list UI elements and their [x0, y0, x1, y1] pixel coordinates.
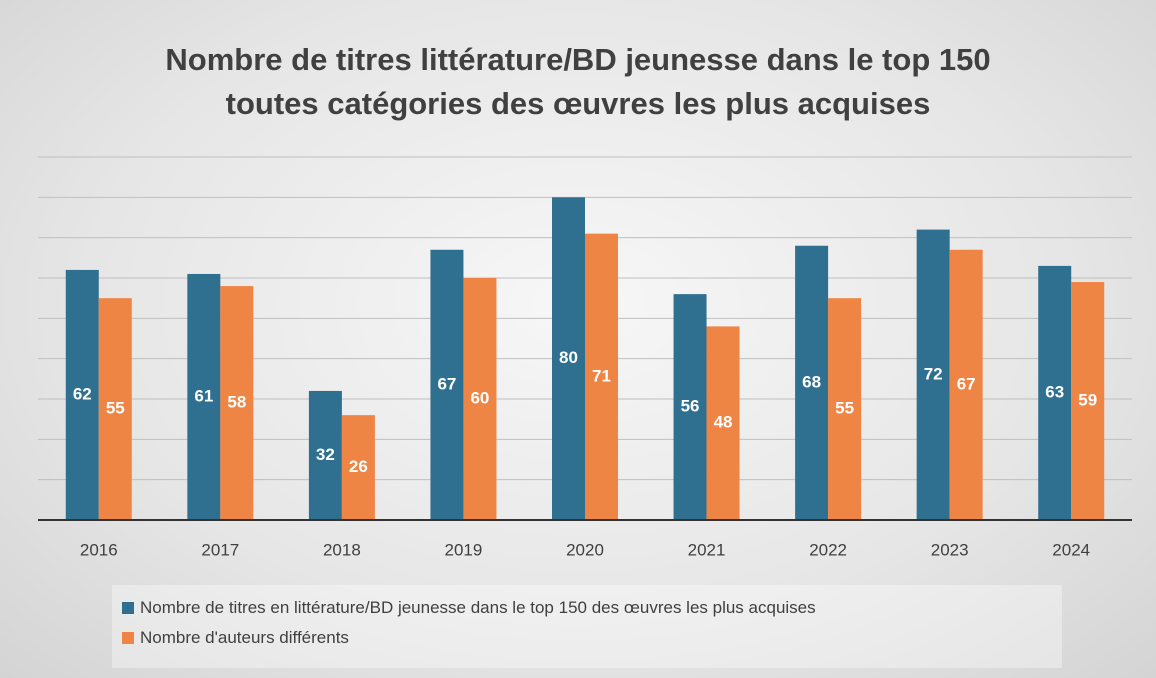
- data-label: 67: [957, 374, 976, 393]
- bar: [341, 415, 375, 520]
- x-tick-label: 2022: [809, 540, 847, 559]
- data-label: 72: [924, 364, 943, 383]
- data-label: 26: [349, 457, 368, 476]
- bar: [187, 273, 221, 520]
- data-label: 59: [1078, 391, 1097, 410]
- chart-title: Nombre de titres littérature/BD jeunesse…: [165, 42, 991, 121]
- bar: [949, 249, 983, 520]
- x-tick-label: 2019: [445, 540, 483, 559]
- bar: [65, 269, 99, 520]
- data-label: 61: [194, 386, 213, 405]
- bar: [585, 233, 618, 520]
- bar: [220, 286, 254, 520]
- bar: [673, 294, 707, 520]
- data-label: 80: [559, 348, 578, 367]
- x-tick-label: 2018: [323, 540, 361, 559]
- data-label: 71: [592, 366, 611, 385]
- bar: [916, 229, 950, 520]
- bar: [795, 245, 829, 520]
- bar: [98, 298, 132, 520]
- x-tick-label: 2017: [201, 540, 239, 559]
- legend-swatch: [122, 632, 134, 644]
- data-label: 56: [681, 397, 700, 416]
- data-label: 55: [835, 399, 854, 418]
- x-tick-label: 2020: [566, 540, 604, 559]
- x-tick-label: 2024: [1052, 540, 1090, 559]
- legend-item: Nombre de titres en littérature/BD jeune…: [122, 593, 1062, 623]
- bar: [706, 326, 740, 520]
- bar: [463, 278, 497, 520]
- bar: [430, 249, 464, 520]
- x-tick-label: 2023: [931, 540, 969, 559]
- data-label: 32: [316, 445, 335, 464]
- bar: [828, 298, 862, 520]
- data-label: 55: [106, 399, 125, 418]
- legend: Nombre de titres en littérature/BD jeune…: [112, 585, 1062, 668]
- legend-label: Nombre de titres en littérature/BD jeune…: [140, 598, 816, 617]
- bar: [1071, 282, 1105, 520]
- data-label: 62: [73, 384, 92, 403]
- x-tick-label: 2016: [80, 540, 118, 559]
- data-label: 67: [437, 374, 456, 393]
- data-label: 58: [227, 393, 246, 412]
- data-label: 68: [802, 372, 821, 391]
- legend-item: Nombre d'auteurs différents: [122, 623, 1062, 653]
- bar: [552, 197, 585, 521]
- data-label: 63: [1045, 382, 1064, 401]
- data-label: 60: [470, 388, 489, 407]
- data-label: 48: [714, 413, 733, 432]
- bar: [308, 390, 342, 520]
- legend-swatch: [122, 602, 134, 614]
- bar: [1038, 265, 1072, 520]
- x-tick-label: 2021: [688, 540, 726, 559]
- legend-label: Nombre d'auteurs différents: [140, 628, 349, 647]
